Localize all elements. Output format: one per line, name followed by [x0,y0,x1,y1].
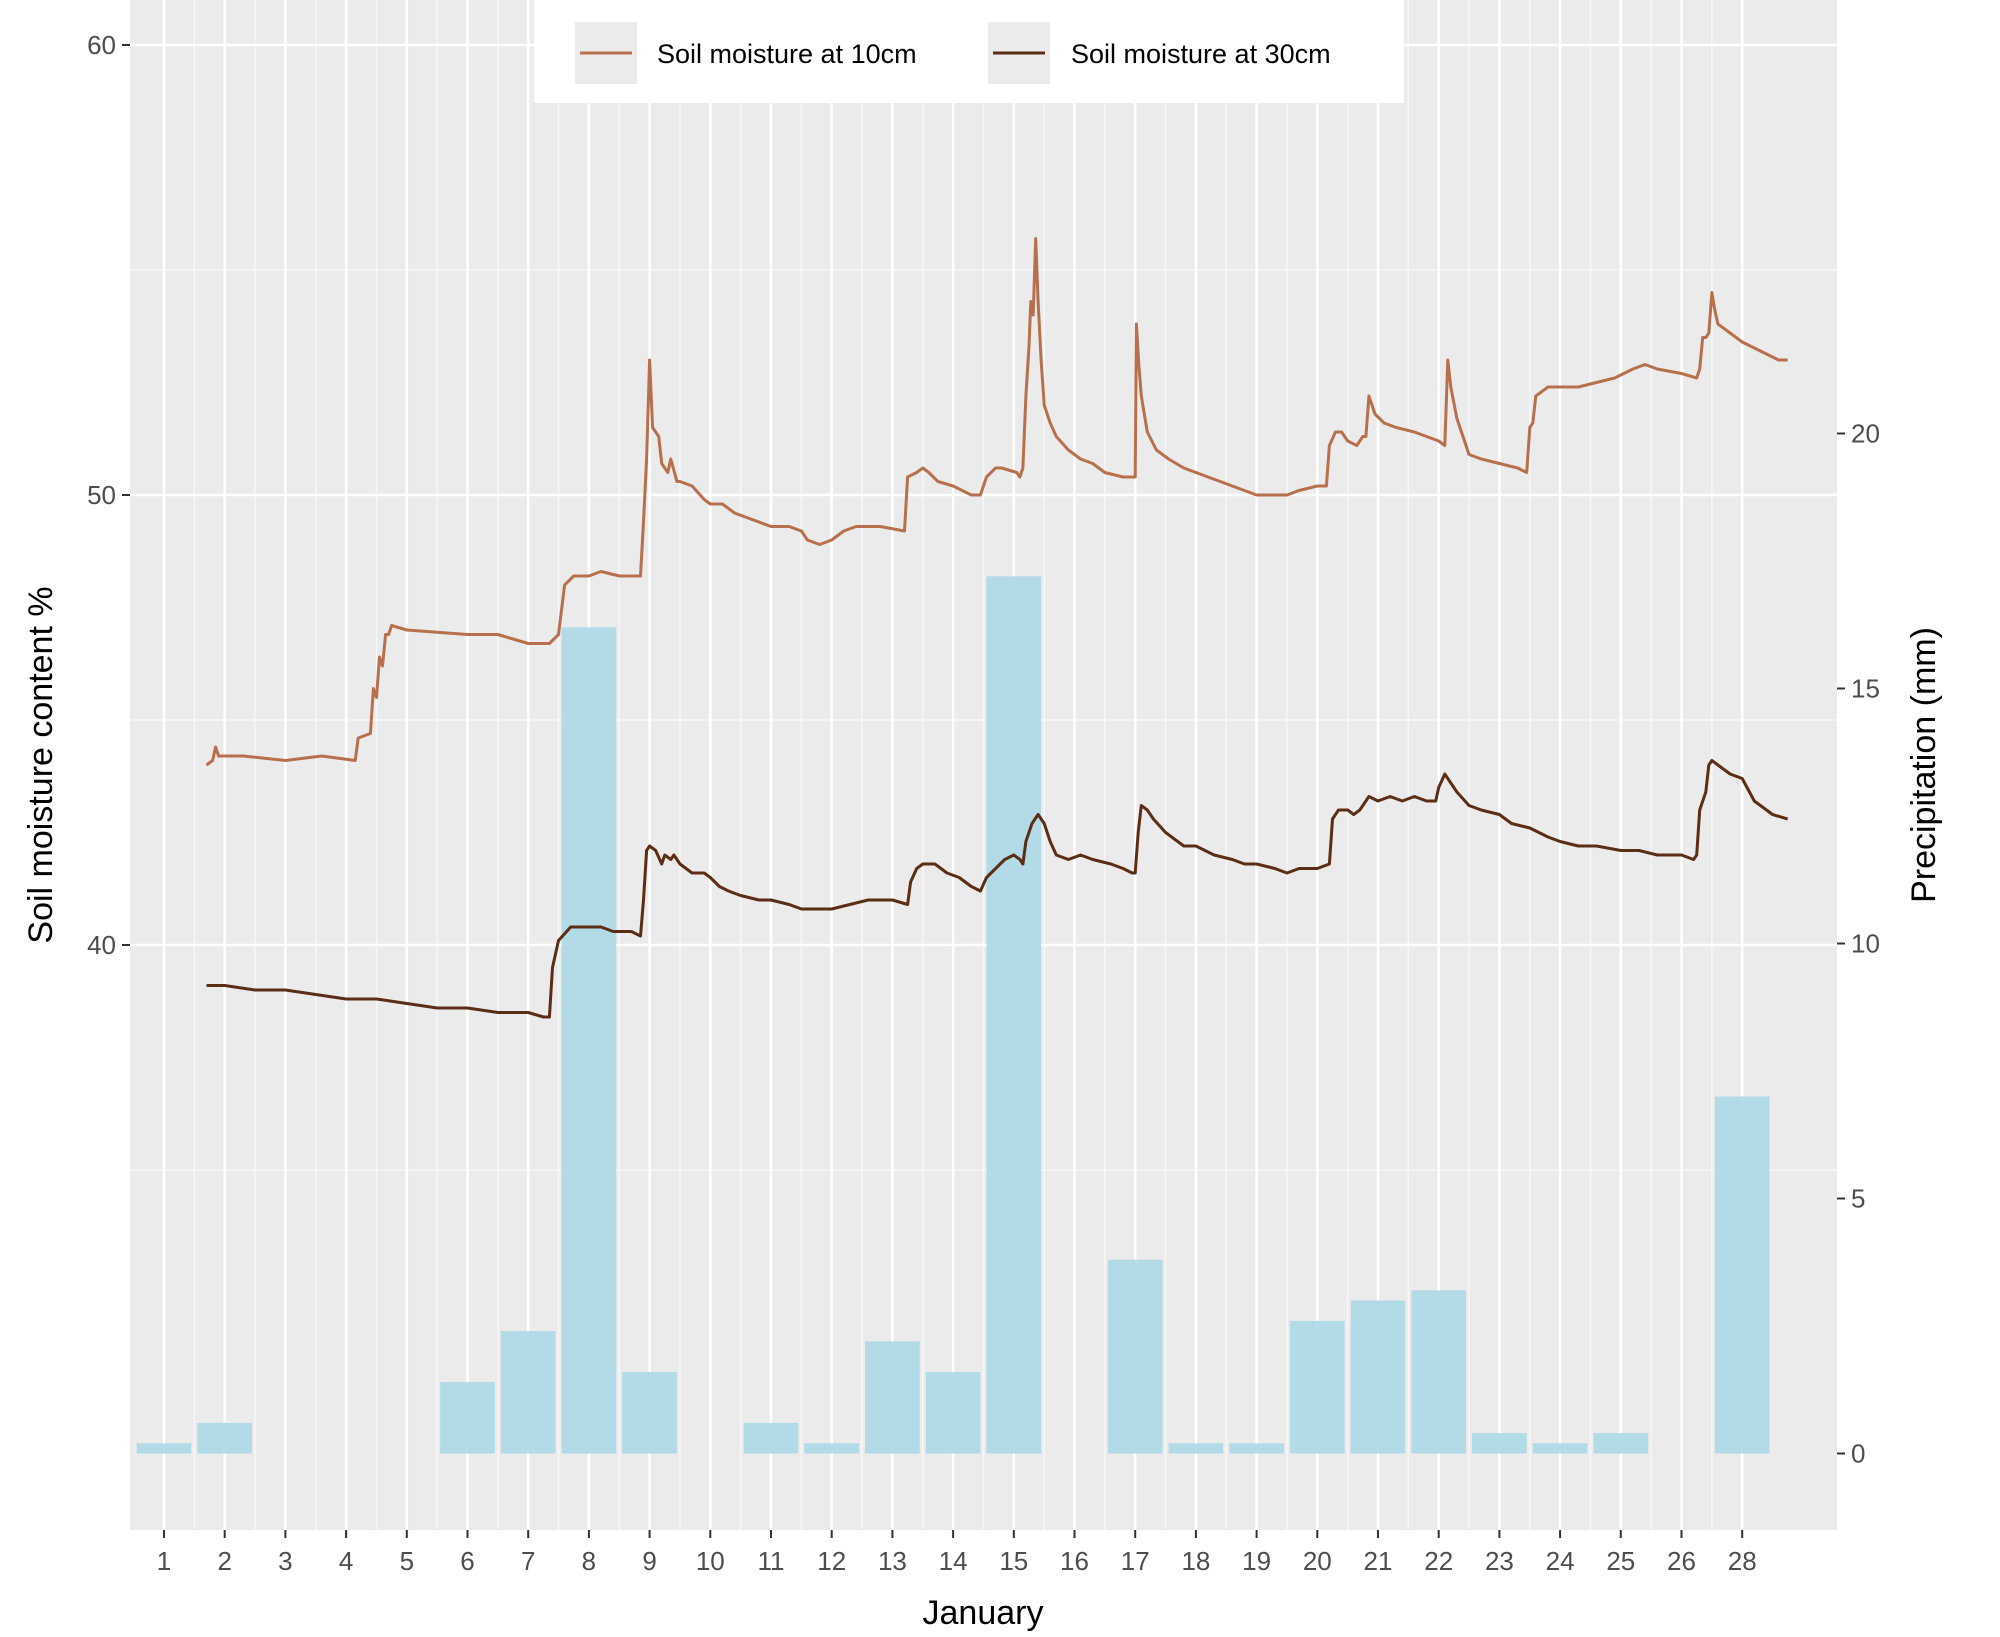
precip-bar-20 [1289,1320,1345,1454]
major-x-gridlines [162,0,1744,1530]
precip-bar-22 [1411,1290,1467,1454]
precip-bar-9 [622,1371,677,1454]
precip-bar-28 [1714,1096,1770,1454]
x-tick-label: 3 [278,1546,292,1576]
x-tick-label: 9 [642,1546,656,1576]
precipitation-bars [136,576,1770,1454]
x-axis: 1 2 3 4 5 6 7 8 9 10 11 12 13 14 15 16 17 18 19 20 21 22 23 24 2… [157,1530,1757,1576]
precip-bar-23 [1472,1433,1527,1454]
y-axis-right: 0 5 10 15 20 [1837,419,1880,1469]
precip-bar-17 [1107,1259,1163,1454]
y-tick-label: 50 [87,480,116,510]
legend-label-10cm: Soil moisture at 10cm [657,39,917,69]
y-axis-left: 40 50 60 [87,30,130,960]
precip-bar-14 [925,1371,981,1454]
x-tick-label: 20 [1303,1546,1332,1576]
precip-bar-7 [500,1331,556,1454]
x-axis-title: January [923,1594,1044,1632]
x-tick-label: 10 [696,1546,725,1576]
x-tick-label: 22 [1424,1546,1453,1576]
precip-bar-25 [1593,1433,1649,1454]
precip-bar-15 [986,576,1042,1454]
precip-bar-11 [743,1422,799,1454]
x-tick-label: 14 [939,1546,968,1576]
x-tick-label: 21 [1364,1546,1393,1576]
legend-label-30cm: Soil moisture at 30cm [1071,39,1331,69]
x-tick-label: 15 [999,1546,1028,1576]
precip-bar-12 [804,1443,860,1454]
x-tick-label: 23 [1485,1546,1514,1576]
precip-bar-6 [440,1382,495,1454]
y2-axis-title: Precipitation (mm) [1905,627,1943,903]
x-tick-label: 19 [1242,1546,1271,1576]
minor-y-gridlines [130,269,1837,1171]
precip-bar-24 [1532,1443,1588,1454]
x-tick-label: 5 [400,1546,414,1576]
y-tick-label: 60 [87,30,116,60]
precip-bar-18 [1168,1443,1224,1454]
minor-x-gridlines [193,0,1713,1530]
series-line-10cm [205,237,1788,767]
x-tick-label: 17 [1121,1546,1150,1576]
precip-bar-21 [1350,1300,1406,1454]
y2-tick-label: 0 [1851,1439,1865,1469]
precip-bar-2 [197,1422,253,1454]
x-tick-label: 13 [878,1546,907,1576]
precip-bar-1 [136,1443,192,1454]
x-tick-label: 28 [1728,1546,1757,1576]
series-line-30cm [206,759,1789,1019]
x-tick-label: 18 [1181,1546,1210,1576]
moisture-lines [205,237,1789,1019]
precip-bar-19 [1229,1443,1284,1454]
y-tick-label: 40 [87,930,116,960]
y2-tick-label: 20 [1851,419,1880,449]
legend-background [534,0,1404,103]
precip-bar-8 [561,627,617,1454]
x-tick-label: 6 [460,1546,474,1576]
precip-bar-13 [865,1341,920,1454]
x-tick-label: 24 [1546,1546,1575,1576]
x-tick-label: 25 [1606,1546,1635,1576]
legend: Soil moisture at 10cm Soil moisture at 3… [534,0,1404,103]
x-tick-label: 1 [157,1546,171,1576]
x-tick-label: 26 [1667,1546,1696,1576]
y2-tick-label: 10 [1851,929,1880,959]
x-tick-label: 8 [582,1546,596,1576]
x-tick-label: 16 [1060,1546,1089,1576]
x-tick-label: 7 [521,1546,535,1576]
x-tick-label: 11 [758,1546,785,1576]
y-axis-title: Soil moisture content % [22,586,60,943]
x-tick-label: 4 [339,1546,353,1576]
x-tick-label: 12 [817,1546,846,1576]
y2-tick-label: 15 [1851,674,1880,704]
x-tick-label: 2 [217,1546,231,1576]
y2-tick-label: 5 [1851,1184,1865,1214]
